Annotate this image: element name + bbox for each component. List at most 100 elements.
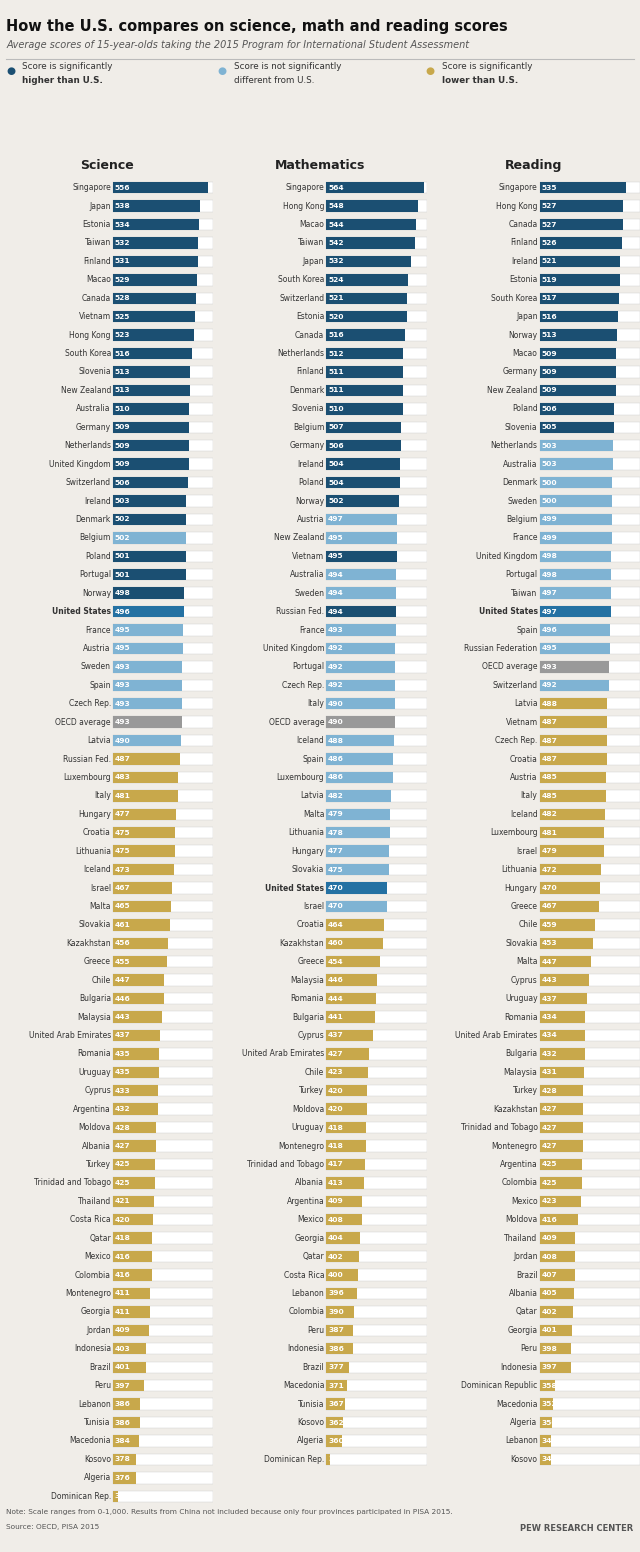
Text: Singapore: Singapore	[72, 183, 111, 192]
Bar	[113, 1417, 140, 1428]
Text: 495: 495	[115, 627, 131, 633]
Text: 377: 377	[328, 1364, 344, 1370]
Bar	[326, 1012, 427, 1023]
Bar	[113, 846, 175, 857]
Bar	[113, 1454, 213, 1465]
Text: 504: 504	[328, 480, 344, 486]
Text: Netherlands: Netherlands	[64, 441, 111, 450]
Text: 470: 470	[328, 903, 344, 909]
Bar	[113, 1490, 213, 1502]
Text: Montenegro: Montenegro	[65, 1290, 111, 1297]
Bar	[326, 956, 427, 967]
Bar	[326, 846, 427, 857]
Bar	[540, 404, 614, 414]
Bar	[540, 256, 620, 267]
Bar	[113, 551, 213, 562]
Bar	[113, 1436, 213, 1446]
Bar	[113, 1159, 155, 1170]
Text: 509: 509	[541, 369, 557, 376]
Bar	[113, 1436, 139, 1446]
Bar	[540, 329, 640, 341]
Text: 492: 492	[328, 664, 344, 670]
Bar	[113, 422, 213, 433]
Bar	[113, 1085, 158, 1096]
Bar	[326, 532, 427, 543]
Text: 401: 401	[541, 1327, 557, 1333]
Bar	[113, 661, 213, 672]
Bar	[113, 864, 213, 875]
Bar	[113, 680, 213, 691]
Text: Trinidad and Tobago: Trinidad and Tobago	[34, 1178, 111, 1187]
Text: United States: United States	[265, 883, 324, 892]
Text: How the U.S. compares on science, math and reading scores: How the U.S. compares on science, math a…	[6, 19, 508, 34]
Bar	[540, 937, 593, 948]
Bar	[326, 1159, 427, 1170]
Text: Canada: Canada	[508, 220, 538, 230]
Bar	[326, 348, 403, 359]
Text: Thailand: Thailand	[77, 1197, 111, 1206]
Bar	[113, 680, 182, 691]
Text: 416: 416	[115, 1254, 131, 1260]
Text: 433: 433	[115, 1088, 131, 1094]
Text: Israel: Israel	[90, 883, 111, 892]
Text: Cyprus: Cyprus	[298, 1031, 324, 1040]
Text: Hong Kong: Hong Kong	[69, 331, 111, 340]
Bar	[113, 588, 213, 599]
Text: 521: 521	[328, 295, 344, 301]
Text: 397: 397	[115, 1383, 131, 1389]
Text: 486: 486	[328, 774, 344, 781]
Bar	[540, 385, 640, 396]
Text: 496: 496	[115, 608, 131, 615]
Bar	[326, 422, 401, 433]
Text: Kosovo: Kosovo	[84, 1454, 111, 1464]
Bar	[113, 1048, 159, 1060]
Text: 532: 532	[328, 259, 344, 264]
Text: Vietnam: Vietnam	[79, 312, 111, 321]
Text: Romania: Romania	[291, 995, 324, 1003]
Bar	[540, 570, 640, 580]
Bar	[540, 1380, 555, 1391]
Bar	[113, 476, 188, 489]
Text: 443: 443	[115, 1013, 131, 1020]
Text: Brazil: Brazil	[516, 1271, 538, 1279]
Text: Singapore: Singapore	[285, 183, 324, 192]
Bar	[540, 753, 607, 765]
Text: 332: 332	[115, 1493, 131, 1499]
Text: Slovenia: Slovenia	[505, 422, 538, 431]
Text: Slovakia: Slovakia	[79, 920, 111, 930]
Bar	[540, 1398, 552, 1409]
Bar	[540, 293, 640, 304]
Text: Score is significantly: Score is significantly	[22, 62, 113, 71]
Bar	[326, 310, 427, 323]
Bar	[113, 1473, 213, 1484]
Bar	[540, 256, 640, 267]
Bar	[113, 385, 213, 396]
Bar	[113, 551, 186, 562]
Bar	[113, 366, 191, 377]
Text: Spain: Spain	[303, 754, 324, 764]
Text: Iceland: Iceland	[296, 736, 324, 745]
Bar	[326, 551, 427, 562]
Text: United Kingdom: United Kingdom	[49, 459, 111, 469]
Bar	[326, 1398, 427, 1409]
Bar	[326, 1031, 427, 1041]
Text: 486: 486	[328, 756, 344, 762]
Bar	[326, 476, 400, 489]
Text: 473: 473	[115, 866, 131, 872]
Text: 481: 481	[115, 793, 131, 799]
Text: 513: 513	[115, 369, 131, 376]
Text: 454: 454	[328, 959, 344, 965]
Text: 499: 499	[541, 517, 557, 523]
Bar	[540, 1195, 581, 1207]
Bar	[326, 1085, 367, 1096]
Bar	[326, 736, 427, 747]
Bar	[540, 570, 611, 580]
Text: 467: 467	[541, 903, 557, 909]
Text: Malaysia: Malaysia	[504, 1068, 538, 1077]
Bar	[326, 1454, 427, 1465]
Text: Poland: Poland	[298, 478, 324, 487]
Bar	[113, 790, 213, 801]
Bar	[113, 846, 213, 857]
Text: 390: 390	[328, 1308, 344, 1315]
Text: 482: 482	[328, 793, 344, 799]
